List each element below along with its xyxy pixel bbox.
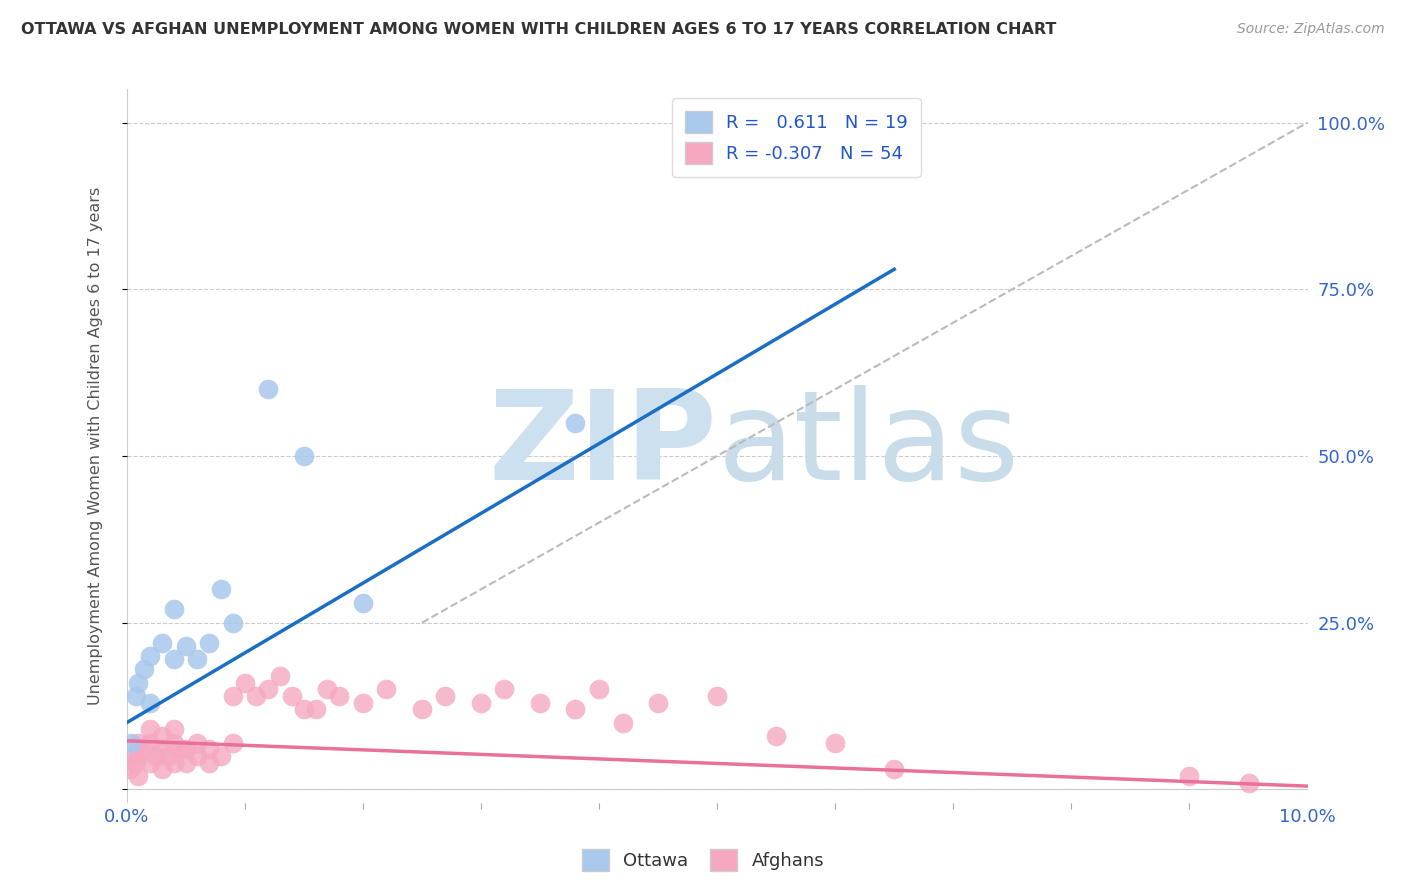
Point (121, 749, 143, 764)
Point (824, 736, 846, 750)
Point (647, 696, 669, 710)
Point (470, 696, 492, 710)
Point (163, 652, 186, 666)
Point (127, 736, 149, 750)
Point (134, 742, 156, 756)
Point (612, 715, 634, 730)
Point (328, 689, 350, 703)
Point (529, 696, 551, 710)
Point (245, 689, 267, 703)
Legend: R =   0.611   N = 19, R = -0.307   N = 54: R = 0.611 N = 19, R = -0.307 N = 54 (672, 98, 921, 177)
Point (706, 689, 728, 703)
Point (150, 729, 173, 743)
Point (139, 649, 162, 664)
Point (139, 696, 162, 710)
Point (269, 669, 291, 683)
Point (169, 742, 191, 756)
Legend: Ottawa, Afghans: Ottawa, Afghans (575, 842, 831, 879)
Point (163, 723, 186, 737)
Point (222, 615, 245, 630)
Point (127, 675, 149, 690)
Point (564, 702, 586, 716)
Point (198, 756, 221, 770)
Text: OTTAWA VS AFGHAN UNEMPLOYMENT AMONG WOMEN WITH CHILDREN AGES 6 TO 17 YEARS CORRE: OTTAWA VS AFGHAN UNEMPLOYMENT AMONG WOME… (21, 22, 1056, 37)
Point (222, 736, 245, 750)
Text: Source: ZipAtlas.com: Source: ZipAtlas.com (1237, 22, 1385, 37)
Point (304, 702, 326, 716)
Point (1237, 776, 1260, 790)
Point (156, 749, 179, 764)
Point (198, 742, 221, 756)
Point (163, 736, 186, 750)
Point (120, 763, 142, 777)
Point (209, 582, 232, 597)
Point (316, 682, 339, 697)
Point (352, 596, 374, 610)
Point (222, 689, 245, 703)
Point (198, 636, 221, 650)
Point (233, 675, 256, 690)
Point (1178, 769, 1201, 783)
Point (257, 682, 280, 697)
Point (186, 736, 208, 750)
Point (124, 756, 146, 770)
Point (174, 756, 197, 770)
Point (883, 763, 905, 777)
Point (352, 696, 374, 710)
Point (139, 736, 162, 750)
Point (174, 742, 197, 756)
Y-axis label: Unemployment Among Women with Children Ages 6 to 17 years: Unemployment Among Women with Children A… (89, 187, 103, 705)
Point (411, 702, 433, 716)
Point (375, 682, 398, 697)
Text: ZIP: ZIP (488, 385, 717, 507)
Point (434, 689, 457, 703)
Point (281, 689, 304, 703)
Point (186, 749, 208, 764)
Point (139, 723, 162, 737)
Point (209, 749, 232, 764)
Point (494, 682, 516, 697)
Point (150, 636, 173, 650)
Point (186, 652, 208, 666)
Point (765, 729, 787, 743)
Point (134, 662, 156, 676)
Point (127, 769, 149, 783)
Point (257, 382, 280, 396)
Point (292, 702, 315, 716)
Point (174, 639, 197, 653)
Text: atlas: atlas (717, 385, 1019, 507)
Point (163, 756, 186, 770)
Point (120, 736, 142, 750)
Point (127, 749, 149, 764)
Point (588, 682, 610, 697)
Point (139, 756, 162, 770)
Point (150, 742, 173, 756)
Point (163, 602, 186, 616)
Point (765, 136, 787, 150)
Point (292, 449, 315, 463)
Point (145, 749, 167, 764)
Point (125, 689, 148, 703)
Point (564, 416, 586, 430)
Point (150, 763, 173, 777)
